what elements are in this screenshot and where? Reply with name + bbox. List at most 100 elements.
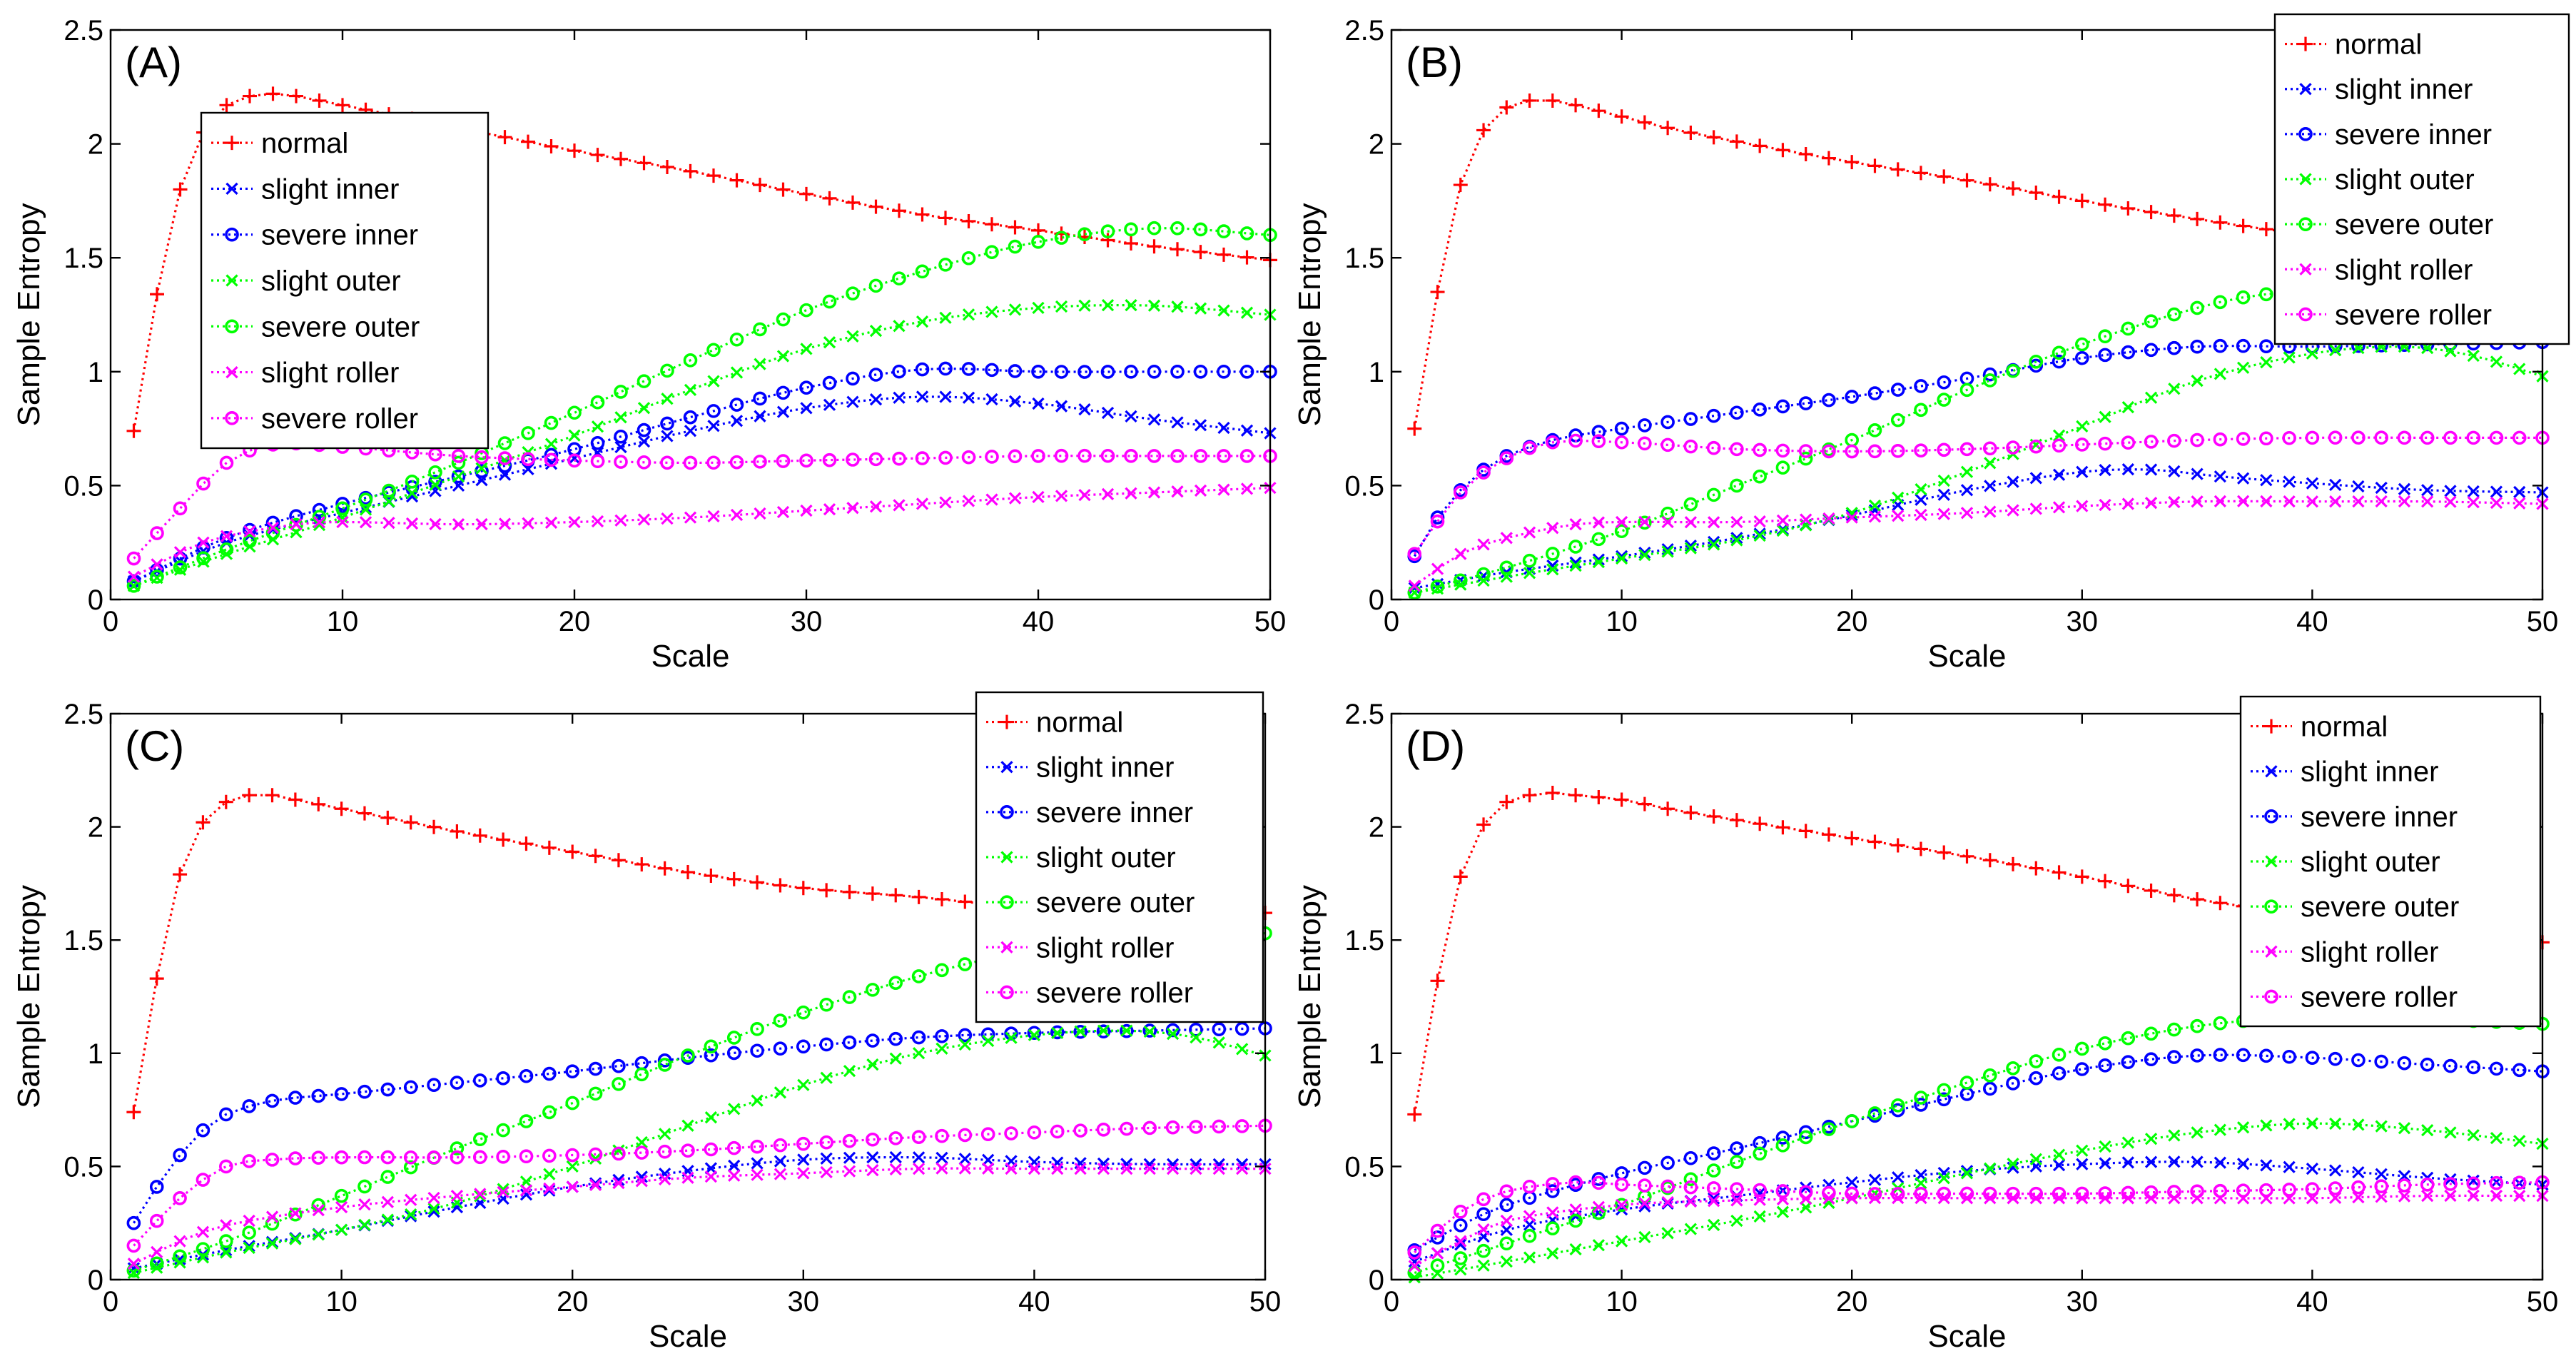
data-point [1050,1025,1065,1040]
data-point [1453,869,1468,884]
data-point [590,435,605,450]
data-point [2168,495,2181,509]
data-point [427,1203,440,1215]
legend-item: severe roller [986,977,1193,1008]
data-point [219,98,234,113]
data-point [1008,239,1023,254]
data-point [1546,1247,1559,1260]
data-point [1890,383,1905,397]
data-point [2328,430,2343,445]
data-point [2490,1189,2503,1203]
data-point [357,806,372,821]
data-point [1147,449,1162,463]
data-point [290,518,303,531]
data-point [2099,498,2111,512]
data-point [243,525,256,538]
series-line [133,487,1271,578]
data-point [2259,431,2273,446]
data-point [1960,1167,1974,1180]
data-point [566,1180,579,1193]
data-point [1592,1200,1605,1213]
data-point [196,1225,210,1238]
data-point [2489,1175,2504,1190]
data-point [1937,845,1952,860]
data-point [846,452,860,467]
chart-panel-3: 0 10 20 30 40 50 0 0.5 1 1.5 2 2.5 Scale Sample Entro… [11,691,1281,1354]
data-point [888,976,903,990]
data-point [2214,368,2226,380]
data-point [2076,1144,2089,1157]
data-point [823,336,836,349]
data-point [1706,1163,1721,1178]
data-point [2328,1181,2343,1195]
data-point [958,957,973,971]
data-point [1546,1206,1559,1219]
data-point [127,570,141,583]
data-point [982,1034,995,1048]
legend-marker [1000,851,1013,864]
legend-label: slight inner [261,173,399,205]
data-point [958,1028,973,1043]
data-point [1892,1191,1905,1205]
data-point [729,398,744,412]
data-point [173,1235,186,1248]
data-point [2236,1158,2250,1170]
data-point [1753,1210,1766,1223]
data-point [1100,224,1115,239]
series-slight-outer [1408,1117,2549,1284]
data-point [1568,98,1583,113]
data-point [1142,1120,1157,1135]
x-axis-label: Scale [1927,1319,2006,1354]
data-point [1661,1227,1674,1240]
data-point [1867,423,1882,437]
data-point [1982,441,1997,456]
data-point [588,849,603,864]
data-point [566,1160,579,1173]
data-point [521,426,535,440]
data-point [1591,532,1606,547]
data-point [1845,444,1859,459]
legend-item: severe outer [211,311,420,343]
data-point [2168,1155,2181,1168]
data-point [2144,343,2159,358]
data-point [751,1094,764,1107]
data-point [1959,383,1974,398]
data-point [1753,138,1768,153]
data-point [985,393,998,406]
data-point [1143,1025,1156,1038]
data-point [1097,1024,1110,1037]
data-point [869,324,883,338]
data-point [659,1168,671,1180]
y-axis-label: Sample Entropy [1292,885,1327,1108]
data-point [1569,518,1582,531]
y-tick-label: 1.5 [64,243,103,274]
data-point [1500,1255,1513,1268]
data-point [1638,436,1652,451]
data-point [1477,1259,1490,1272]
data-point [2351,430,2365,445]
data-point [661,393,674,405]
data-point [2421,495,2434,508]
legend-label: severe inner [2335,119,2492,151]
data-point [1614,1177,1629,1192]
data-point [2467,1189,2480,1203]
data-point [773,1138,788,1153]
data-point [773,1041,788,1056]
data-point [243,1241,255,1255]
data-point [1522,553,1537,568]
axes-box [1390,712,2544,1281]
data-point [1982,1081,1997,1096]
data-point [1683,126,1698,141]
data-point [1684,542,1698,555]
legend-label: severe outer [2335,209,2493,241]
data-point [1212,1119,1227,1134]
data-point [681,1171,694,1184]
data-point [151,1245,163,1258]
data-point [334,1188,349,1203]
data-point [196,476,211,491]
data-point [2144,883,2159,898]
legend-item: severe inner [2285,119,2492,151]
data-point [380,1150,395,1165]
legend-marker [225,227,239,242]
data-point [657,861,672,876]
